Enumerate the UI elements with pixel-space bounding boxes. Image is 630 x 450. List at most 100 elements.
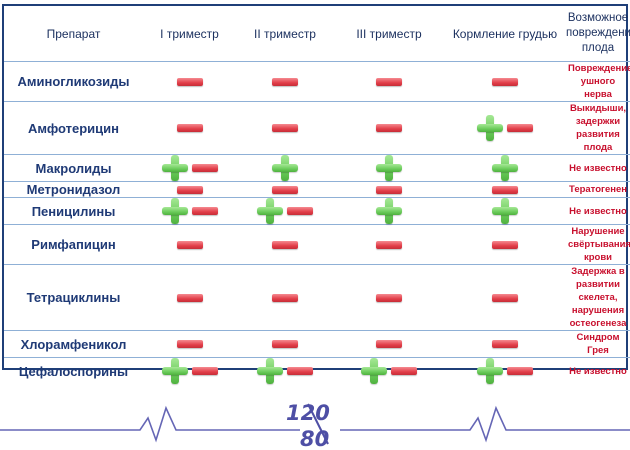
minus-icon — [492, 240, 518, 249]
header-drug: Препарат — [4, 6, 143, 62]
cell-breastfeeding — [444, 61, 566, 102]
cell-trimester-1 — [143, 101, 236, 155]
minus-icon — [272, 340, 298, 348]
minus-icon — [176, 240, 203, 249]
cell-trimester-3 — [334, 181, 444, 198]
minus-icon — [191, 207, 218, 215]
cell-breastfeeding — [444, 181, 566, 198]
drug-name: Аминогликозиды — [4, 61, 143, 102]
table-header-row: Препарат I триместр II триместр III трим… — [4, 6, 630, 62]
minus-icon — [176, 185, 203, 194]
minus-icon — [507, 124, 533, 132]
drug-name: Макролиды — [4, 154, 143, 182]
cell-trimester-1 — [143, 224, 236, 265]
minus-icon — [176, 124, 203, 132]
logo-slash — [307, 403, 329, 445]
cell-breastfeeding — [444, 154, 566, 182]
table-row: Хлорамфеникол Синдром Грея — [4, 330, 630, 358]
cell-trimester-1 — [143, 197, 236, 225]
plus-icon — [492, 155, 518, 181]
plus-icon — [477, 115, 503, 141]
cell-trimester-1 — [143, 61, 236, 102]
cell-trimester-3 — [334, 154, 444, 182]
header-trimester-1: I триместр — [143, 6, 236, 62]
table-row: Метронидазол Тератогенен — [4, 181, 630, 198]
plus-icon — [161, 358, 188, 384]
fetal-harm: Не известно — [566, 197, 630, 225]
minus-icon — [287, 367, 313, 375]
minus-icon — [287, 207, 313, 215]
cell-trimester-3 — [334, 197, 444, 225]
cell-trimester-2 — [236, 154, 334, 182]
plus-icon — [361, 358, 387, 384]
drug-name: Хлорамфеникол — [4, 330, 143, 358]
minus-icon — [376, 124, 402, 132]
drug-safety-table: Препарат I триместр II триместр III трим… — [4, 6, 630, 384]
cell-trimester-2 — [236, 224, 334, 265]
minus-icon — [492, 77, 518, 86]
plus-icon — [161, 155, 188, 181]
header-trimester-2: II триместр — [236, 6, 334, 62]
cell-breastfeeding — [444, 197, 566, 225]
drug-name: Цефалоспорины — [18, 363, 129, 379]
table-row: Цефалоспорины Не известно — [4, 358, 630, 384]
minus-icon — [191, 164, 218, 172]
table-row: Пеницилины Не известно — [4, 197, 630, 225]
minus-icon — [272, 293, 298, 302]
header-trimester-3: III триместр — [334, 6, 444, 62]
minus-icon — [176, 77, 203, 86]
cell-trimester-3 — [334, 358, 444, 384]
minus-icon — [492, 185, 518, 194]
pregnancy-antibiotics-table: Препарат I триместр II триместр III трим… — [2, 4, 630, 384]
cell-breastfeeding — [444, 264, 566, 331]
fetal-harm: Тератогенен — [566, 181, 630, 198]
fetal-harm: Нарушение свёртывания крови — [566, 224, 630, 265]
cell-trimester-2 — [236, 197, 334, 225]
minus-icon — [507, 367, 533, 375]
table-row: Аминогликозиды Повреждение ушного нерва — [4, 61, 630, 102]
cell-trimester-3 — [334, 101, 444, 155]
fetal-harm: Выкидыши, задержки развития плода — [566, 101, 630, 155]
plus-icon — [161, 198, 188, 224]
cell-trimester-1 — [143, 358, 236, 384]
minus-icon — [492, 293, 518, 302]
cell-trimester-3 — [334, 330, 444, 358]
cell-trimester-2 — [236, 181, 334, 198]
cell-trimester-2 — [236, 330, 334, 358]
cell-trimester-3 — [334, 224, 444, 265]
minus-icon — [176, 340, 203, 348]
cell-trimester-2 — [236, 264, 334, 331]
table-row: Макролиды Не известно — [4, 154, 630, 182]
fetal-harm: Задержка в развитии скелета, нарушения о… — [566, 264, 630, 331]
footer-logo-ecg: 120 80 — [0, 401, 630, 450]
cell-trimester-3 — [334, 61, 444, 102]
drug-name: Амфотерицин — [4, 101, 143, 155]
table-row: Амфотерицин Выкидыши, задержки развития п… — [4, 101, 630, 155]
header-breastfeeding: Кормление грудью — [444, 6, 566, 62]
minus-icon — [391, 367, 417, 375]
drug-name: Римфапицин — [4, 224, 143, 265]
cell-trimester-2 — [236, 358, 334, 384]
drug-name: Пеницилины — [4, 197, 143, 225]
cell-trimester-2 — [236, 101, 334, 155]
minus-icon — [376, 77, 402, 86]
ecg-line-right — [340, 405, 630, 443]
fetal-harm: Повреждение ушного нерва — [566, 61, 630, 102]
header-fetal-harm: Возможное повреждение плода — [566, 6, 630, 62]
fetal-harm: Не известно — [566, 154, 630, 182]
plus-icon — [492, 198, 518, 224]
plus-icon — [376, 155, 402, 181]
cell-breastfeeding — [444, 224, 566, 265]
plus-icon — [257, 358, 283, 384]
table-body: Аминогликозиды Повреждение ушного нерва Ам… — [4, 61, 630, 384]
plus-icon — [272, 155, 298, 181]
plus-icon — [477, 358, 503, 384]
minus-icon — [272, 240, 298, 249]
minus-icon — [272, 185, 298, 194]
plus-icon — [257, 198, 283, 224]
minus-icon — [376, 240, 402, 249]
cell-trimester-1 — [143, 154, 236, 182]
minus-icon — [376, 185, 402, 194]
table-row: Римфапицин Нарушение свёртывания крови — [4, 224, 630, 265]
fetal-harm: Синдром Грея — [566, 330, 630, 358]
